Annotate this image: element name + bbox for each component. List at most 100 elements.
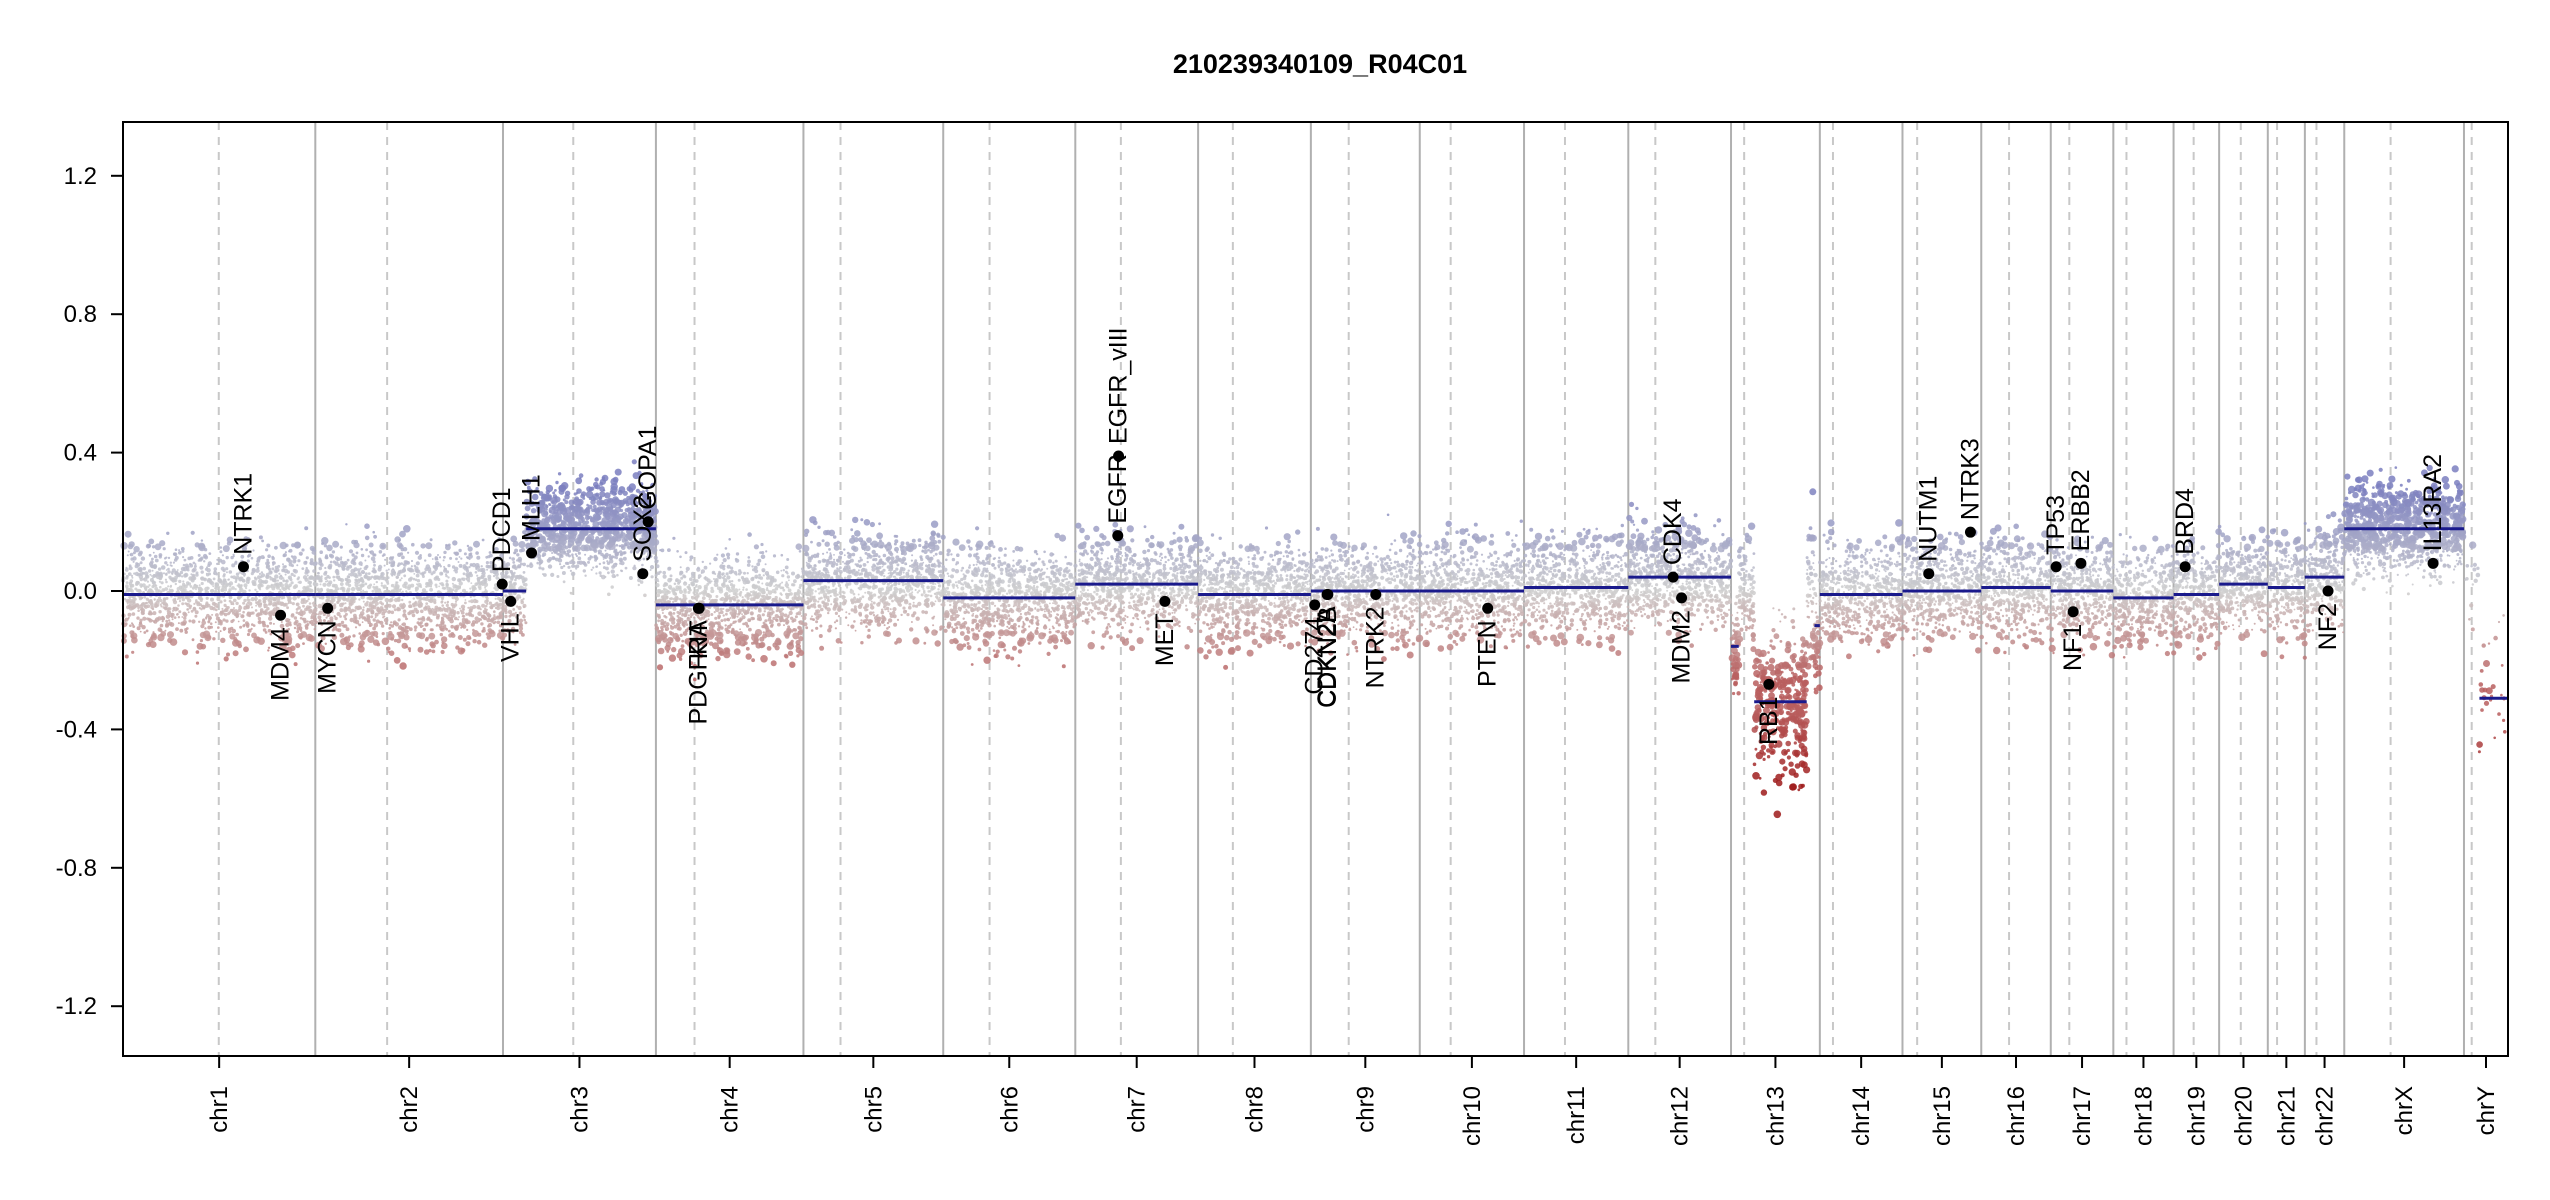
data-point [622, 500, 627, 505]
data-point [725, 584, 730, 589]
data-point [673, 582, 677, 586]
data-point [833, 558, 836, 561]
data-point [185, 596, 188, 599]
data-point [312, 615, 316, 618]
data-point [547, 494, 552, 500]
data-point [509, 580, 513, 584]
data-point [123, 598, 127, 601]
data-point [237, 597, 240, 600]
data-point [458, 556, 461, 558]
data-point [563, 514, 571, 522]
data-point [147, 612, 151, 616]
data-point [672, 536, 676, 540]
data-point [667, 548, 671, 552]
data-point [440, 636, 448, 643]
data-point [538, 566, 542, 570]
data-point [713, 556, 718, 562]
data-point [701, 600, 704, 603]
data-point [468, 572, 472, 575]
data-point [446, 586, 451, 591]
data-point [692, 591, 696, 595]
data-point [787, 650, 794, 656]
data-point [142, 566, 146, 571]
data-point [373, 553, 377, 557]
data-point [458, 548, 462, 553]
data-point [514, 575, 519, 579]
data-point [785, 621, 789, 625]
data-point [411, 542, 415, 547]
data-point [334, 596, 337, 599]
data-point [388, 598, 393, 603]
data-point [494, 606, 497, 610]
data-point [358, 632, 362, 635]
data-point [163, 557, 167, 560]
data-point [141, 583, 146, 588]
data-point [594, 477, 599, 482]
data-point [284, 573, 287, 576]
data-point [524, 621, 528, 625]
data-point [740, 571, 743, 574]
data-point [683, 575, 687, 579]
data-point [282, 554, 286, 558]
data-point [180, 575, 184, 578]
data-point [212, 637, 216, 641]
data-point [762, 569, 765, 573]
data-point [410, 565, 413, 568]
data-point [243, 605, 248, 610]
data-point [256, 590, 259, 593]
data-point [612, 509, 618, 515]
data-point [158, 610, 162, 614]
data-point [482, 626, 486, 630]
data-point [731, 628, 735, 633]
data-point [181, 602, 185, 606]
data-point [475, 551, 479, 555]
data-point [151, 545, 156, 549]
data-point [759, 588, 763, 593]
data-point [373, 575, 378, 579]
data-point [390, 572, 394, 576]
data-point [445, 582, 449, 586]
data-point [764, 623, 766, 625]
data-point [708, 598, 711, 601]
data-point [676, 652, 683, 659]
data-point [172, 600, 178, 605]
data-point [354, 574, 359, 579]
data-point [184, 630, 188, 634]
data-point [399, 588, 402, 591]
data-point [932, 624, 935, 627]
data-point [407, 584, 412, 589]
data-point [262, 623, 267, 628]
data-point [684, 609, 689, 614]
data-point [484, 586, 487, 589]
data-point [604, 575, 607, 579]
data-point [255, 564, 258, 567]
data-point [719, 598, 722, 601]
data-point [222, 618, 226, 622]
data-point [694, 579, 699, 583]
data-point [744, 621, 748, 626]
data-point [367, 572, 371, 575]
data-point [797, 625, 801, 630]
data-point [282, 565, 286, 569]
data-point [382, 584, 387, 589]
data-point [728, 588, 732, 593]
data-point [764, 619, 768, 623]
data-point [526, 564, 530, 568]
data-point [439, 571, 444, 576]
data-point [174, 582, 177, 586]
data-point [764, 625, 769, 630]
data-point [477, 632, 482, 637]
data-point [181, 549, 185, 553]
data-point [217, 590, 221, 594]
data-point [372, 530, 376, 534]
data-point [748, 627, 752, 632]
data-point [380, 582, 383, 585]
data-point [402, 583, 407, 588]
data-point [493, 622, 495, 625]
data-point [588, 538, 593, 542]
data-point [575, 554, 579, 558]
data-point [131, 612, 136, 616]
data-point [724, 627, 729, 632]
data-point [715, 621, 718, 624]
data-point [194, 563, 197, 566]
